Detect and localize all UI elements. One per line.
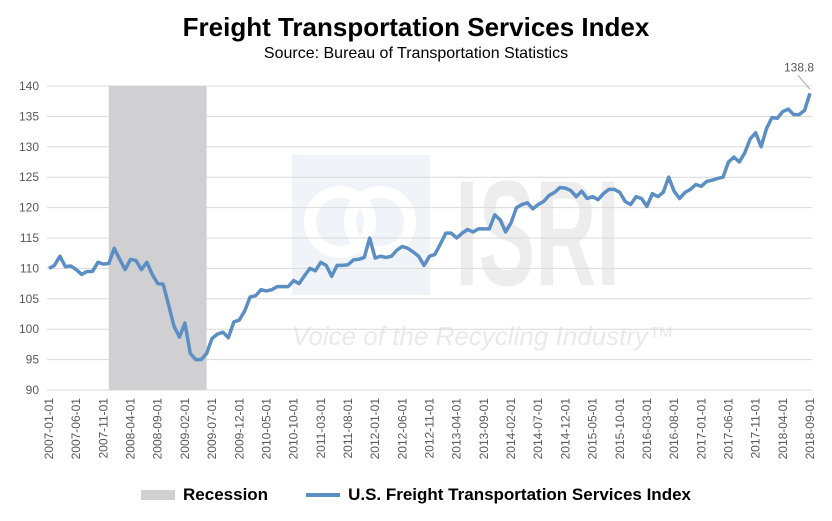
legend-label: Recession (183, 485, 269, 504)
legend: Recession U.S. Freight Transportation Se… (0, 485, 832, 505)
recession-swatch (141, 490, 176, 500)
x-tick-label: 2009-02-01 (178, 398, 192, 460)
y-tick-label: 110 (20, 261, 39, 275)
x-tick-label: 2011-03-01 (314, 398, 328, 459)
y-tick-label: 105 (19, 292, 39, 306)
x-tick-label: 2011-08-01 (341, 398, 355, 459)
x-tick-label: 2014-07-01 (531, 398, 545, 460)
x-tick-label: 2008-09-01 (151, 398, 165, 460)
x-tick-label: 2007-01-01 (42, 398, 56, 460)
x-tick-label: 2014-02-01 (504, 398, 518, 460)
x-tick-label: 2016-08-01 (667, 398, 681, 460)
x-tick-label: 2017-01-01 (694, 398, 708, 460)
y-tick-label: 95 (26, 353, 40, 367)
y-tick-label: 135 (19, 109, 39, 123)
y-tick-label: 140 (19, 79, 39, 93)
watermark-logo-ring (304, 186, 376, 258)
x-tick-label: 2015-10-01 (613, 398, 627, 460)
x-tick-label: 2007-06-01 (69, 398, 83, 460)
y-tick-label: 120 (19, 201, 39, 215)
data-label-leader (797, 74, 811, 90)
x-tick-label: 2018-04-01 (776, 398, 790, 460)
x-tick-label: 2013-04-01 (450, 398, 464, 460)
series-swatch (306, 493, 341, 497)
chart-subtitle: Source: Bureau of Transportation Statist… (263, 45, 569, 62)
watermark-logo-ring (344, 186, 416, 258)
watermark-logo-text: ISRI (455, 149, 620, 317)
x-tick-label: 2007-11-01 (96, 398, 110, 459)
x-tick-label: 2009-12-01 (232, 398, 246, 460)
legend-item-index: U.S. Freight Transportation Services Ind… (306, 485, 691, 505)
y-tick-label: 125 (19, 170, 39, 184)
x-tick-label: 2010-05-01 (259, 398, 273, 460)
x-tick-label: 2012-11-01 (423, 398, 437, 459)
chart-title: Freight Transportation Services Index (182, 12, 650, 42)
x-tick-label: 2016-03-01 (640, 398, 654, 460)
x-tick-label: 2018-09-01 (803, 398, 817, 460)
x-tick-label: 2015-05-01 (586, 398, 600, 460)
x-tick-label: 2013-09-01 (477, 398, 491, 460)
x-tick-label: 2012-01-01 (368, 398, 382, 460)
x-tick-label: 2012-06-01 (395, 398, 409, 460)
isri-watermark: ISRI Voice of the Recycling Industry™ (292, 149, 674, 351)
y-tick-label: 130 (19, 140, 39, 154)
x-tick-label: 2010-10-01 (287, 398, 301, 460)
data-label: 138.8 (784, 60, 814, 74)
recession-band (108, 86, 207, 390)
x-tick-label: 2008-04-01 (124, 398, 138, 460)
watermark-tagline: Voice of the Recycling Industry™ (292, 321, 674, 351)
x-tick-label: 2014-12-01 (558, 398, 572, 460)
legend-item-recession: Recession (141, 485, 268, 505)
y-tick-label: 100 (19, 322, 39, 336)
legend-label: U.S. Freight Transportation Services Ind… (348, 485, 691, 504)
x-tick-label: 2017-06-01 (721, 398, 735, 460)
y-tick-label: 115 (20, 231, 39, 245)
x-tick-label: 2009-07-01 (205, 398, 219, 460)
x-tick-label: 2017-11-01 (749, 398, 763, 459)
y-tick-label: 90 (26, 383, 40, 397)
